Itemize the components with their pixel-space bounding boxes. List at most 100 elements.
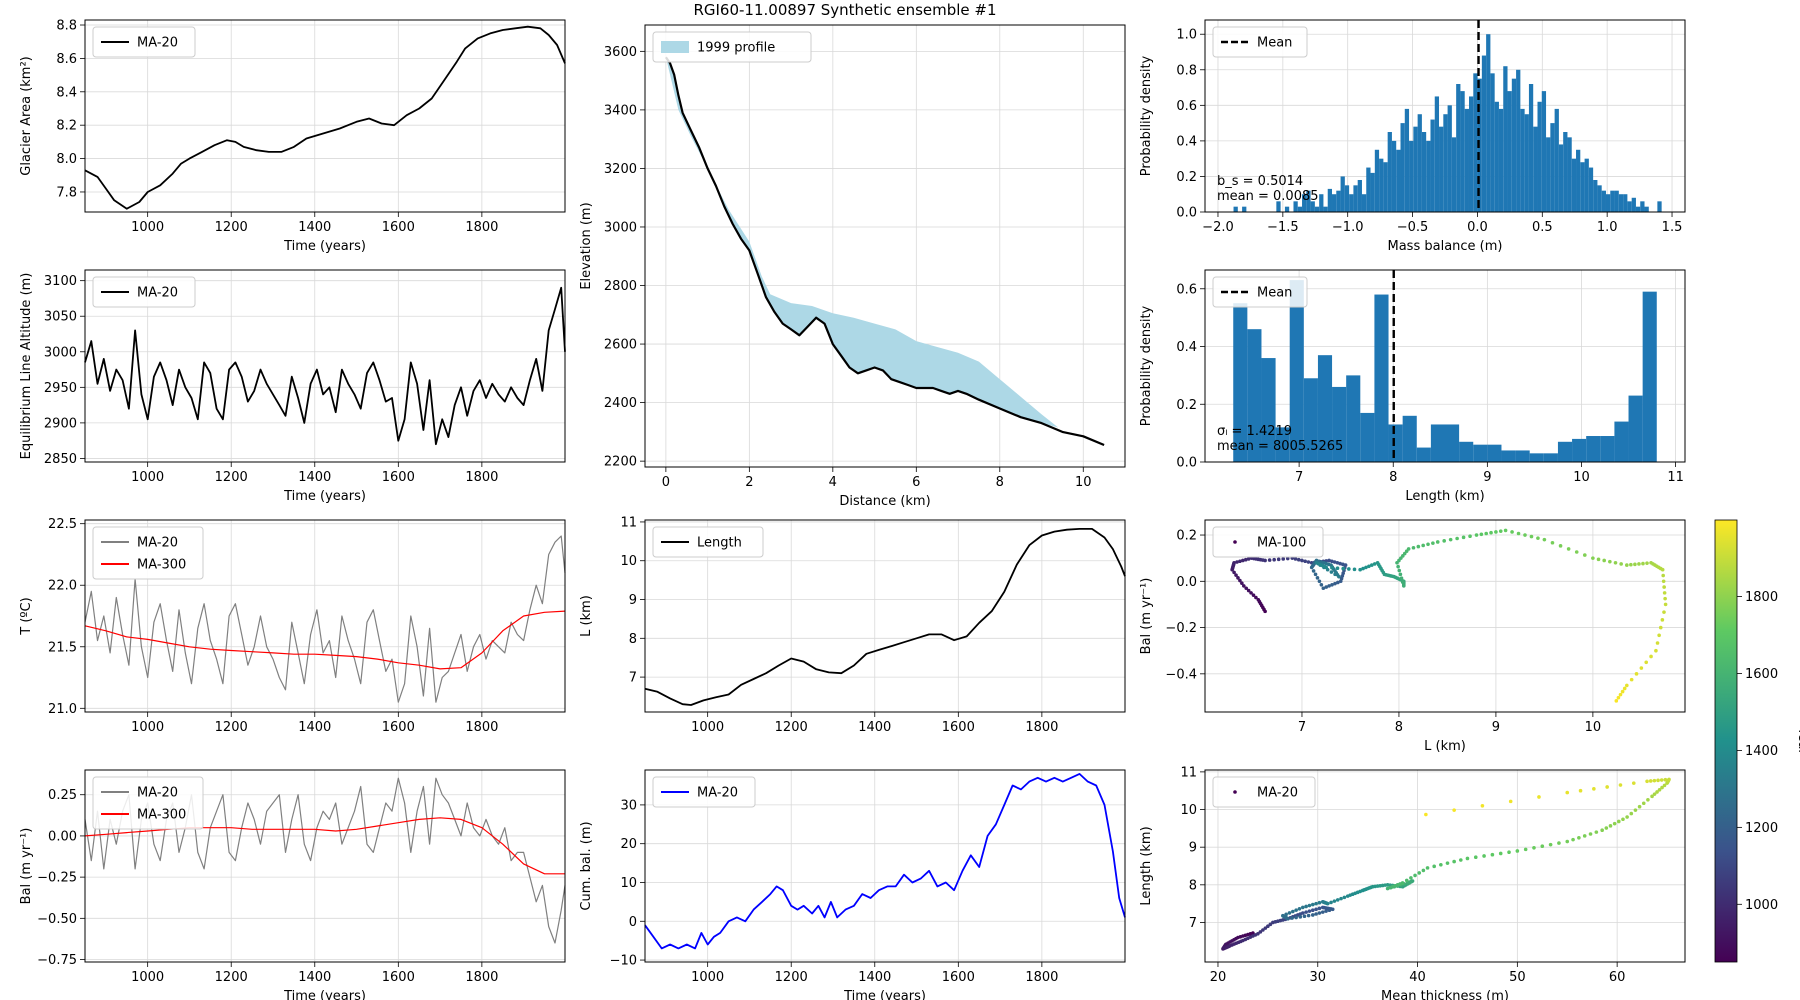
scatter-point: [1324, 909, 1328, 913]
hist-bar: [1346, 375, 1361, 462]
scatter-point: [1542, 537, 1547, 542]
scatter-point: [1294, 908, 1298, 912]
panel-length: 1000 1200 1400 1600 1800 7 8 9 10 11 L (km) Length: [579, 515, 1126, 735]
axes-frame: [1204, 519, 1686, 713]
x-tick-label: 1200: [215, 720, 248, 735]
scatter-point: [1341, 566, 1345, 571]
scatter-point: [1364, 565, 1368, 570]
scatter-point: [1645, 561, 1649, 565]
legend: MA-20: [1212, 776, 1316, 808]
hist-bar: [1340, 176, 1345, 212]
x-tick-label: 40: [1409, 970, 1426, 985]
x-tick-label: 1800: [465, 970, 498, 985]
scatter-point: [1566, 547, 1571, 551]
legend-label: Mean: [1257, 36, 1292, 51]
scatter-point: [1310, 908, 1315, 913]
scatter-point: [1455, 536, 1459, 541]
scatter-point: [1263, 926, 1268, 930]
y-tick-label: 11: [1180, 765, 1197, 780]
scatter-point: [1529, 534, 1534, 539]
x-tick-label: 1200: [215, 220, 248, 235]
scatter-point: [1578, 788, 1583, 793]
scatter-point: [1287, 911, 1292, 915]
x-tick-label: 2: [745, 475, 753, 490]
y-tick-label: 0.25: [48, 788, 77, 803]
hist-bar: [1276, 201, 1281, 212]
scatter-point: [1659, 778, 1664, 782]
hist-bar: [1402, 415, 1417, 462]
scatter-point: [1235, 560, 1239, 564]
x-tick-label: 30: [1309, 970, 1326, 985]
y-tick-label: −0.4: [1165, 667, 1197, 682]
legend-label: Mean: [1257, 286, 1292, 301]
scatter-point: [1307, 903, 1312, 908]
scatter-point: [1663, 777, 1668, 782]
hist-bar: [1464, 108, 1469, 212]
x-axis-label: Time (years): [283, 489, 366, 504]
y-tick-label: 10: [620, 554, 637, 569]
hist-bar: [1349, 194, 1354, 212]
scatter-point: [1625, 815, 1629, 819]
scatter-point: [1484, 531, 1489, 536]
scatter-point: [1401, 584, 1406, 588]
series-line-ma-20: [84, 25, 566, 210]
scatter-point: [1421, 868, 1426, 873]
hist-bar: [1233, 303, 1248, 462]
y-axis-label: T (ºC): [19, 597, 34, 635]
x-tick-label: 1000: [691, 970, 724, 985]
x-tick-label: 9: [1483, 470, 1491, 485]
scatter-point: [1330, 582, 1334, 587]
panel-temp: 1000 1200 1400 1600 1800 21.0 21.5 22.0 22.5 T (º…: [19, 517, 566, 735]
x-tick-label: 1600: [382, 720, 415, 735]
axes-frame: [644, 24, 1126, 468]
scatter-point: [1605, 785, 1609, 789]
colorbar-tick-label: 1000: [1745, 898, 1778, 913]
plot-area: [84, 535, 566, 703]
legend-box: [1212, 26, 1308, 58]
hist-bar: [1600, 436, 1615, 462]
figure-title: RGI60-11.00897 Synthetic ensemble #1: [693, 1, 996, 19]
x-tick-label: 10: [1585, 720, 1602, 735]
x-tick-label: 1000: [131, 720, 164, 735]
legend-box: [652, 776, 756, 808]
scatter-point: [1649, 654, 1653, 659]
y-tick-label: 30: [620, 798, 637, 813]
hist-bar: [1657, 201, 1662, 212]
scatter-point: [1571, 837, 1575, 842]
y-tick-label: 8.6: [56, 52, 77, 67]
hist-bar: [1445, 424, 1460, 462]
axes-frame: [84, 19, 566, 213]
colorbar-label: Year: [1795, 726, 1800, 755]
scatter-point: [1238, 578, 1242, 583]
hist-bar: [1618, 194, 1624, 212]
hist-bar: [1529, 453, 1544, 462]
scatter-point: [1406, 547, 1411, 551]
legend-label: MA-20: [137, 36, 178, 51]
hist-bar: [1640, 201, 1645, 212]
legend-label: MA-20: [1257, 786, 1298, 801]
scatter-point: [1644, 660, 1649, 665]
scatter-point: [1565, 839, 1570, 844]
hist-bar: [1434, 96, 1440, 212]
y-tick-label: 0.4: [1176, 134, 1197, 149]
y-tick-label: 0: [629, 915, 637, 930]
x-tick-label: 8: [1395, 720, 1403, 735]
hist-bar: [1383, 162, 1388, 212]
scatter-point: [1300, 558, 1304, 563]
hist-bar: [1533, 126, 1538, 212]
legend-label: MA-100: [1257, 536, 1306, 551]
plot-area: [84, 286, 566, 446]
hist-bar: [1584, 158, 1589, 212]
scatter-point: [1329, 900, 1333, 905]
legend-box: [1212, 776, 1316, 808]
scatter-point: [1629, 677, 1634, 682]
y-tick-label: 0.8: [1176, 63, 1197, 78]
scatter-point: [1661, 573, 1665, 578]
scatter-point: [1641, 561, 1645, 566]
hist-bar: [1501, 450, 1516, 462]
legend-label: MA-20: [137, 286, 178, 301]
scatter-point: [1358, 567, 1362, 572]
y-tick-label: −10: [610, 954, 637, 969]
scatter-point: [1243, 557, 1248, 562]
